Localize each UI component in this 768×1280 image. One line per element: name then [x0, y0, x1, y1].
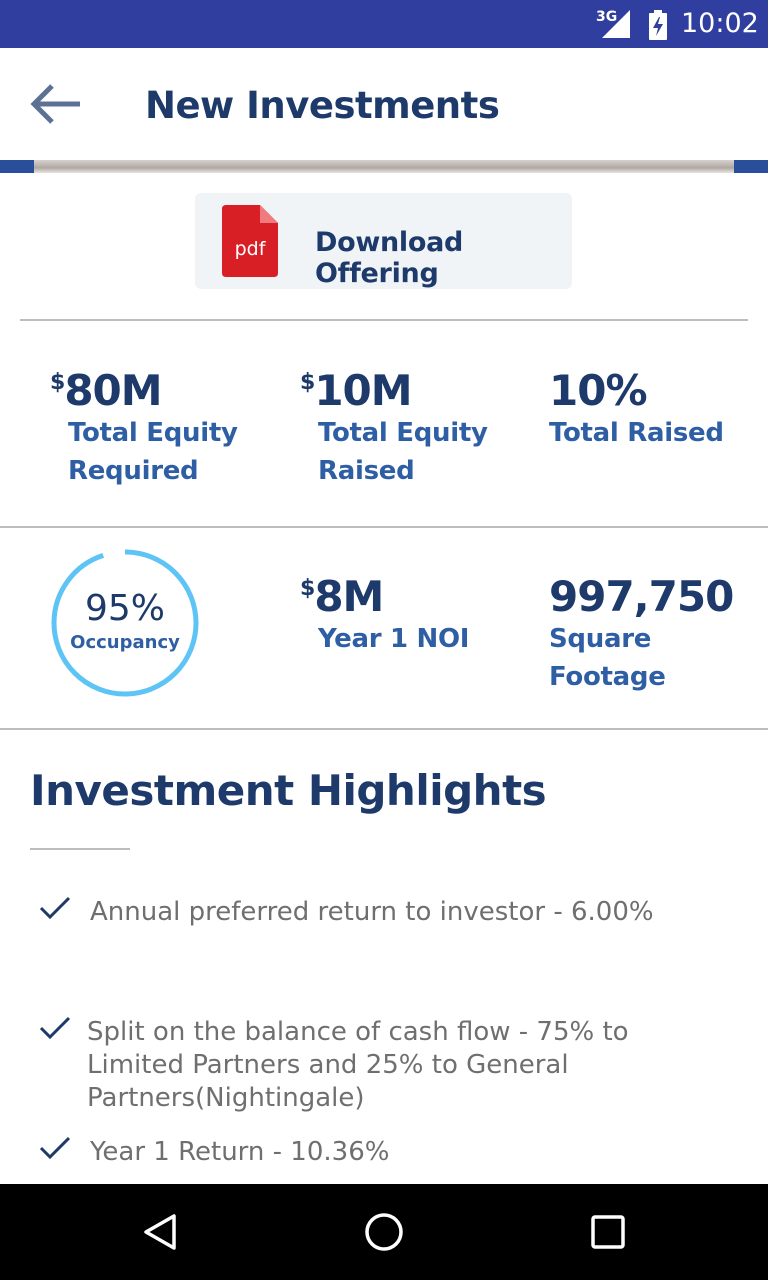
stat-value: 997,750 [549, 572, 734, 621]
stat-total-equity-raised: $10M Total Equity Raised [300, 368, 488, 490]
stat-value: $8M [300, 572, 384, 621]
highlight-text: Split on the balance of cash flow - 75% … [87, 1017, 629, 1113]
divider [0, 728, 768, 730]
divider [20, 319, 748, 321]
occupancy-percent: 95% [84, 588, 165, 629]
clock: 10:02 [681, 8, 759, 39]
section-underline [30, 848, 130, 850]
download-offering-button[interactable]: pdf Download Offering [195, 193, 572, 289]
back-button[interactable] [22, 76, 90, 132]
highlight-text: Annual preferred return to investor - 6.… [90, 897, 654, 927]
highlight-text: Year 1 Return - 10.36% [90, 1137, 390, 1167]
stat-label: Required [68, 456, 199, 486]
pdf-file-icon: pdf [222, 205, 280, 282]
property-photo [34, 160, 734, 173]
highlights-title: Investment Highlights [30, 766, 547, 815]
app-bar: New Investments [0, 48, 768, 160]
stat-label: Total Equity [318, 418, 488, 448]
pdf-badge-text: pdf [235, 238, 267, 260]
page-title: New Investments [145, 84, 500, 127]
arrow-left-icon [30, 84, 80, 124]
stat-label: Square Footage [549, 624, 666, 692]
stat-total-equity-required: $80M Total Equity Required [50, 368, 238, 490]
stat-label: Raised [318, 456, 415, 486]
checkmark-icon [39, 1136, 71, 1160]
stat-label: Year 1 NOI [318, 624, 470, 654]
stat-square-footage: 997,750 Square Footage [549, 574, 768, 696]
occupancy-gauge: 95% Occupancy [50, 548, 200, 698]
stat-value: 10% [549, 366, 648, 415]
occupancy-label: Occupancy [70, 632, 180, 653]
stat-value: $80M [50, 366, 163, 415]
stat-value: $10M [300, 366, 413, 415]
banner-image-strip [0, 160, 768, 173]
signal-icon [602, 10, 630, 38]
stat-year1-noi: $8M Year 1 NOI [300, 574, 469, 658]
divider [0, 526, 768, 528]
triangle-back-icon[interactable] [140, 1212, 180, 1252]
occupancy-ring [51, 549, 199, 697]
download-offering-label: Download Offering [315, 227, 464, 289]
circle-home-icon[interactable] [364, 1212, 404, 1252]
stat-label: Total Raised [549, 418, 724, 448]
system-nav-bar [0, 1184, 768, 1280]
network-type-label: 3G [596, 9, 618, 25]
battery-charging-icon [649, 10, 667, 40]
status-bar: 3G 10:02 [0, 0, 768, 48]
stat-label: Total Equity [68, 418, 238, 448]
checkmark-icon [39, 1016, 71, 1040]
checkmark-icon [39, 896, 71, 920]
square-recents-icon[interactable] [588, 1212, 628, 1252]
stat-total-raised: 10% Total Raised [549, 368, 724, 452]
